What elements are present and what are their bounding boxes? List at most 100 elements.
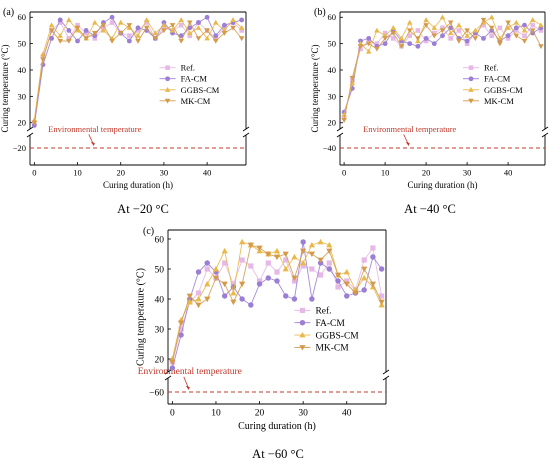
mk-marker [282, 251, 289, 258]
fa-marker [431, 41, 437, 47]
ref-marker [415, 28, 421, 33]
axis-break-mark [541, 126, 549, 132]
mk-marker [221, 31, 228, 36]
ggbs-marker [308, 241, 315, 248]
ref-marker [468, 65, 474, 70]
ggbs-marker [221, 247, 228, 254]
annotation-arrowhead [90, 142, 95, 146]
axis-break-mark [336, 126, 344, 132]
mk-marker [204, 28, 210, 34]
ref-marker [341, 115, 347, 120]
ggbs-marker [538, 22, 544, 28]
annotation-arrowhead [185, 386, 190, 390]
y-tick-label: 60 [18, 12, 27, 22]
fa-marker [366, 35, 372, 41]
mk-marker [352, 290, 359, 297]
x-tick-label: 40 [342, 409, 352, 419]
mk-marker [195, 302, 202, 309]
ggbs-marker [472, 27, 479, 33]
ref-marker [309, 266, 315, 272]
ref-marker [127, 33, 132, 39]
axis-break-mark [26, 132, 34, 138]
fa-marker [169, 365, 176, 371]
fa-marker [195, 269, 202, 275]
mk-marker [369, 281, 377, 288]
ref-marker [83, 30, 89, 36]
mk-marker [256, 245, 263, 252]
ggbs-marker [447, 30, 454, 36]
mk-marker [326, 248, 333, 255]
mk-marker [291, 275, 298, 282]
mk-marker [265, 251, 272, 258]
ggbs-marker [431, 25, 438, 30]
panel-caption: At −60 °C [252, 447, 304, 459]
fa-marker [274, 278, 280, 284]
y-tick-label: 40 [155, 295, 165, 305]
mk-marker [431, 33, 438, 39]
x-tick-label: 20 [116, 168, 125, 178]
y-tick-label: 30 [18, 91, 27, 101]
fa-marker [239, 17, 245, 23]
x-tick-label: 30 [298, 409, 308, 419]
fa-marker [370, 254, 376, 260]
ref-marker [505, 36, 511, 41]
fa-marker [344, 293, 350, 299]
legend-label-ref: Ref. [315, 306, 331, 317]
ref-marker [423, 38, 429, 44]
ref-marker [300, 263, 306, 269]
ref-marker [256, 278, 263, 284]
legend-label-fa: FA-CM [484, 74, 511, 84]
mk-marker [317, 257, 324, 264]
ggbs-marker [464, 32, 470, 38]
ggbs-marker [439, 14, 446, 20]
ref-marker [538, 28, 544, 33]
y-tick-label: 50 [18, 39, 27, 49]
panel-caption: At −40 °C [404, 202, 456, 216]
y-tick-label: 50 [328, 39, 337, 49]
ref-marker [283, 257, 289, 263]
mk-marker [513, 33, 520, 39]
fa-marker [66, 28, 72, 33]
axis-break-mark [382, 369, 390, 375]
ref-marker [239, 28, 244, 33]
ggbs-marker [100, 27, 107, 33]
y-tick-label: −20 [13, 143, 26, 153]
fa-marker [204, 14, 210, 20]
y-axis-label: Curing temperature (°C) [310, 44, 320, 132]
ref-marker [366, 38, 371, 44]
ggbs-marker [204, 35, 210, 41]
y-axis-label: Curing temperature (°C) [135, 268, 146, 366]
y-tick-label: 20 [328, 118, 337, 128]
ref-marker [195, 290, 202, 296]
ggbs-marker [230, 289, 237, 296]
ggbs-marker [186, 298, 193, 305]
ref-marker [178, 326, 184, 332]
x-axis-label: Curing duration (h) [238, 421, 316, 432]
ref-marker [522, 33, 527, 39]
series-line-fa [171, 241, 383, 369]
mk-marker [300, 248, 307, 255]
axis-break-mark [541, 132, 549, 138]
ref-marker [66, 36, 72, 41]
mk-marker [299, 345, 306, 351]
fa-marker [135, 25, 141, 31]
ggbs-marker [374, 27, 380, 33]
ggbs-marker [212, 265, 220, 272]
fa-marker [382, 41, 388, 47]
x-tick-label: 0 [170, 409, 175, 419]
ref-marker [230, 281, 236, 287]
fa-marker [248, 302, 254, 308]
ggbs-marker [48, 22, 55, 28]
fa-marker [513, 25, 519, 31]
fa-marker [221, 293, 228, 299]
ggbs-marker [178, 17, 184, 22]
ggbs-marker [195, 25, 202, 30]
y-tick-label: −60 [149, 388, 164, 398]
ref-marker [448, 36, 453, 41]
fa-marker [196, 20, 201, 25]
mk-marker [135, 38, 141, 44]
mk-marker [415, 36, 421, 42]
mk-marker [204, 296, 211, 303]
ggbs-marker [488, 14, 495, 20]
mk-marker [212, 275, 220, 282]
